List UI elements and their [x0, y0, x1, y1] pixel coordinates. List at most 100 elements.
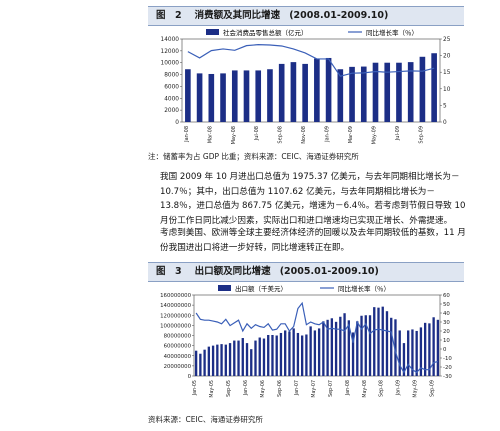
figure1-legend: 社会消费品零售总额（亿元） 同比增长率（％） — [206, 28, 418, 37]
bar — [423, 322, 427, 376]
y-right-tick-label: 30 — [443, 320, 450, 326]
bar — [419, 327, 423, 376]
bar — [288, 331, 291, 376]
y-right-tick-label: -20 — [443, 365, 452, 371]
bar — [432, 317, 435, 376]
bar — [220, 73, 226, 122]
bar — [339, 316, 342, 376]
bar — [428, 323, 431, 376]
legend-line-label: 同比增长率（％） — [338, 284, 390, 293]
bar — [385, 311, 389, 376]
x-tick-label: Mar-09 — [348, 126, 354, 143]
y-right-tick-label: 50 — [443, 302, 450, 308]
bar — [305, 334, 308, 376]
figure2-line — [195, 301, 439, 374]
bar — [309, 326, 312, 376]
bar — [284, 330, 287, 376]
bar — [377, 307, 380, 376]
bar — [364, 315, 367, 376]
figure2-legend: 出口额（千美元） 同比增长率（％） — [218, 284, 390, 293]
bar — [185, 69, 191, 122]
bar — [258, 337, 261, 376]
bar — [290, 62, 297, 122]
bar — [216, 344, 219, 376]
bar — [292, 328, 295, 376]
bar — [255, 70, 262, 122]
figure1-chart: 0 2000 4000 6000 8000 10000 12000 14000 0 5 10 15 20… — [161, 28, 451, 144]
paragraph-trade: 我国 2009 年 10 月进出口总值为 1975.37 亿美元，与去年同期相比… — [160, 172, 466, 226]
bar — [396, 62, 402, 122]
bar — [326, 319, 329, 376]
bar — [330, 318, 334, 376]
bar — [196, 73, 203, 122]
y-left-tick-label: 2000 — [164, 108, 179, 114]
y-right-tick-label: -30 — [443, 374, 452, 380]
bar — [356, 321, 359, 376]
y-left-tick-label: 14000 — [161, 37, 180, 43]
bar — [254, 340, 257, 376]
y-left-tick-label: 140000000 — [160, 303, 191, 309]
bar — [436, 319, 440, 376]
x-tick-label: Sep-07 — [328, 380, 334, 397]
y-right-tick-label: 5 — [443, 103, 447, 109]
y-right-tick-label: 10 — [443, 338, 450, 344]
bar — [415, 330, 418, 376]
figure2-source: 资料来源：CEIC、海通证券研究所 — [148, 415, 263, 424]
y-left-tick-label: 4000 — [164, 96, 179, 102]
figure2-period: (2005.01-2009.10) — [279, 266, 379, 277]
y-left-tick-label: 120000000 — [160, 313, 191, 319]
legend-bar-label: 社会消费品零售总额（亿元） — [223, 28, 308, 37]
x-tick-label: Jan-05 — [192, 380, 198, 396]
x-tick-label: Sep-08 — [379, 380, 385, 397]
y-left-tick-label: 6000 — [164, 84, 179, 90]
x-tick-label: May-06 — [260, 380, 266, 398]
bar — [220, 344, 223, 376]
bar — [233, 340, 236, 376]
bar — [241, 338, 244, 376]
bar — [267, 334, 270, 376]
bar — [278, 63, 285, 122]
x-tick-label: Sep-09 — [430, 380, 436, 397]
bar — [231, 70, 238, 122]
growth-line — [195, 301, 439, 374]
bar — [394, 319, 397, 376]
bar — [237, 340, 240, 376]
bar — [313, 330, 317, 376]
figure2-header: 图 3 出口额及同比增速 (2005.01-2009.10) — [148, 262, 464, 282]
x-tick-label: Jan-06 — [243, 380, 249, 396]
legend-line-label: 同比增长率（％） — [366, 28, 418, 37]
bar — [411, 329, 414, 376]
bar — [300, 335, 304, 376]
bar — [302, 63, 308, 122]
bar — [279, 332, 283, 376]
y-right-tick-label: 0 — [443, 120, 447, 126]
legend-bar-swatch — [206, 29, 219, 35]
x-tick-label: May-09 — [413, 380, 419, 398]
bar — [343, 313, 346, 376]
bar — [207, 346, 211, 376]
bar — [334, 321, 338, 376]
growth-line — [187, 44, 435, 77]
x-tick-label: Jan-08 — [184, 126, 190, 143]
bar — [372, 62, 379, 122]
x-tick-label: Sep-08 — [278, 126, 284, 144]
x-tick-label: Jan-09 — [396, 380, 402, 396]
y-left-tick-label: 60000000 — [164, 344, 192, 350]
bar — [398, 330, 401, 376]
y-left-tick-label: 0 — [175, 120, 179, 126]
y-left-tick-label: 12000 — [161, 49, 180, 55]
figure1-header: 图 2 消费额及其同比增速 (2008.01-2009.10) — [148, 6, 464, 26]
figure2-label: 图 3 — [156, 266, 182, 277]
bar — [384, 62, 391, 122]
bar — [360, 315, 363, 376]
bar — [267, 69, 273, 122]
x-tick-label: Sep-09 — [418, 126, 424, 144]
bar — [194, 350, 198, 376]
bar — [228, 343, 232, 376]
y-left-tick-label: 10000 — [161, 61, 180, 67]
figure1-period: (2008.01-2009.10) — [289, 10, 389, 21]
x-tick-label: May-08 — [231, 126, 237, 144]
y-right-tick-label: -10 — [443, 356, 452, 362]
bar — [349, 66, 355, 122]
x-tick-label: Jan-08 — [345, 380, 351, 396]
